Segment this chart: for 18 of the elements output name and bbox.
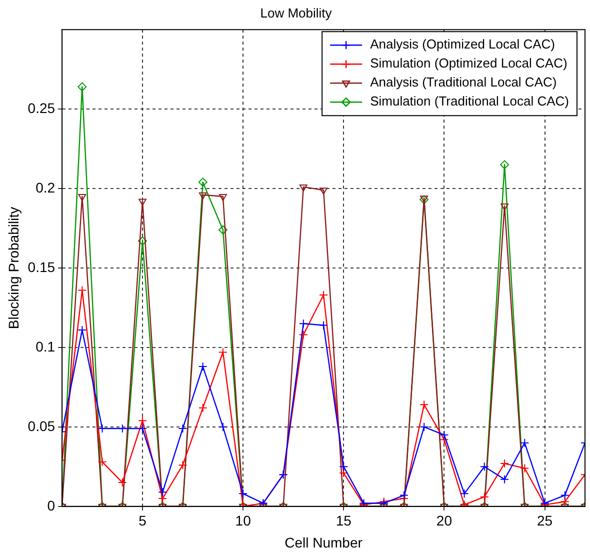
x-tick-label: 15 — [336, 512, 352, 529]
y-tick-label: 0 — [47, 497, 56, 514]
legend-label: Simulation (Traditional Local CAC) — [370, 94, 570, 109]
x-axis-title: Cell Number — [284, 534, 363, 550]
x-tick-label: 25 — [536, 512, 553, 529]
x-tick-label: 20 — [436, 512, 452, 529]
chart-title: Low Mobility — [260, 5, 332, 20]
y-tick-label: 0.2 — [36, 179, 56, 196]
legend-label: Analysis (Optimized Local CAC) — [370, 36, 556, 52]
legend-label: Simulation (Optimized Local CAC) — [370, 56, 568, 71]
x-tick-label: 5 — [138, 512, 147, 529]
y-axis-title: Blocking Probability — [5, 206, 22, 330]
y-tick-label: 0.05 — [28, 418, 56, 434]
x-tick-label: 10 — [235, 512, 252, 529]
y-tick-label: 0.15 — [28, 258, 56, 275]
y-tick-label: 0.25 — [28, 100, 56, 116]
y-tick-label: 0.1 — [36, 338, 56, 354]
legend-label: Analysis (Traditional Local CAC) — [370, 74, 557, 90]
